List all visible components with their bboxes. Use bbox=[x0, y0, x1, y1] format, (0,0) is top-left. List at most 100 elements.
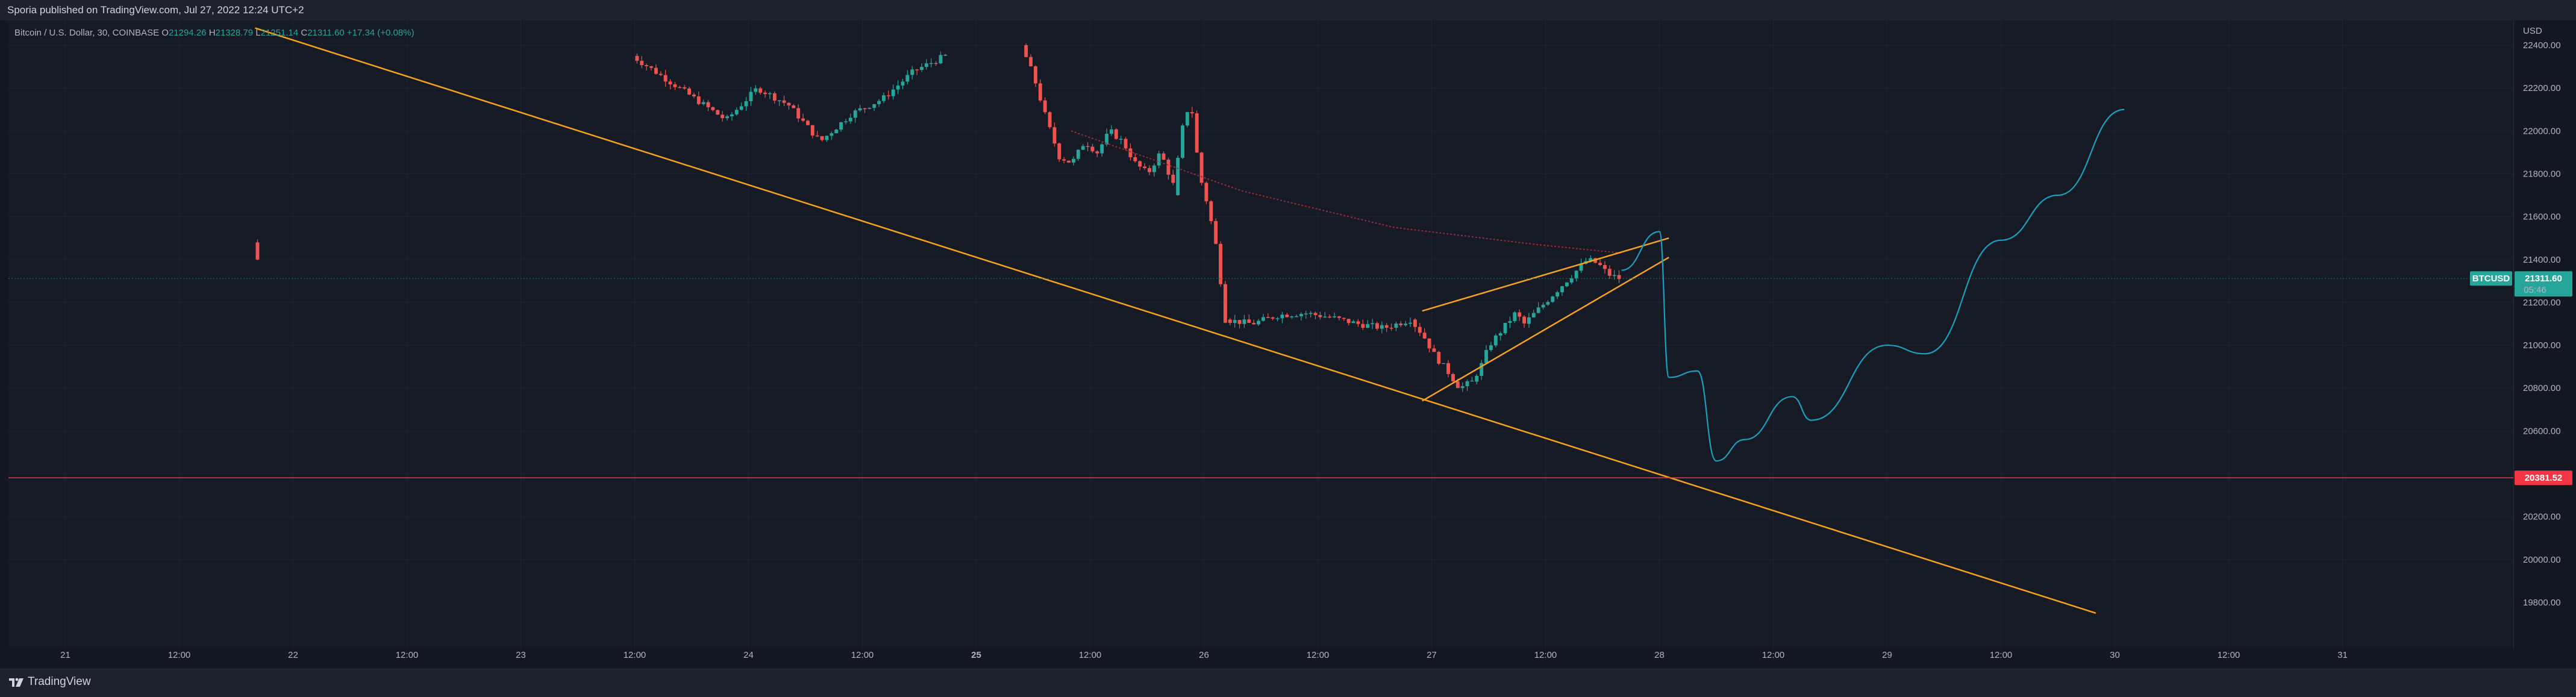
candle-body bbox=[1589, 258, 1593, 261]
candle-body bbox=[939, 55, 943, 64]
price-tick-label: 21200.00 bbox=[2523, 298, 2561, 308]
candle-body bbox=[1375, 323, 1379, 329]
candle-body bbox=[1313, 313, 1318, 316]
low-value: 21251.14 bbox=[260, 28, 299, 38]
candle-body bbox=[1555, 292, 1560, 297]
candle-body bbox=[1209, 201, 1213, 221]
candle-body bbox=[796, 108, 801, 119]
time-tick-label: 22 bbox=[288, 650, 298, 660]
candle-body bbox=[734, 110, 739, 114]
time-tick-label: 21 bbox=[60, 650, 70, 660]
candle-body bbox=[1460, 386, 1465, 389]
candle-body bbox=[1489, 345, 1493, 351]
publisher-line: Sporia published on TradingView.com, Jul… bbox=[7, 4, 304, 16]
candle-body bbox=[1290, 316, 1294, 317]
chart-svg[interactable]: 22400.00 22200.00 22000.00 21800.00 21600.00… bbox=[0, 0, 2576, 669]
time-tick-label: 27 bbox=[1427, 650, 1437, 660]
candle-body bbox=[1337, 316, 1341, 318]
candle-body bbox=[1361, 323, 1365, 328]
candle-body bbox=[1252, 323, 1256, 325]
candle-body bbox=[1186, 112, 1189, 126]
candle-body bbox=[1607, 269, 1612, 276]
candle-body bbox=[1247, 319, 1251, 323]
time-tick-label: 30 bbox=[2110, 650, 2120, 660]
candle-body bbox=[1052, 127, 1057, 144]
candle-body bbox=[1100, 144, 1104, 154]
wedge-upper-line bbox=[1422, 237, 1669, 312]
symbol-tag-badge bbox=[2470, 271, 2512, 286]
candle-body bbox=[1518, 312, 1522, 317]
candle-body bbox=[1418, 327, 1422, 333]
candle-body bbox=[877, 101, 881, 104]
candle-body bbox=[640, 60, 644, 66]
candle-body bbox=[1199, 152, 1204, 183]
candle-body bbox=[886, 95, 890, 96]
candle-body bbox=[1176, 157, 1180, 196]
time-tick-label: 12:00 bbox=[851, 650, 874, 660]
candle-body bbox=[1029, 57, 1033, 67]
candle-body bbox=[754, 88, 758, 92]
time-tick-label: 12:00 bbox=[1762, 650, 1785, 660]
open-value: 21294.26 bbox=[168, 28, 207, 38]
close-value: 21311.60 bbox=[307, 28, 345, 38]
price-tick-label: 20600.00 bbox=[2523, 426, 2561, 436]
close-label: C bbox=[301, 28, 308, 38]
candle-body bbox=[943, 54, 948, 56]
candle-body bbox=[1285, 314, 1289, 317]
candle-body bbox=[1617, 275, 1621, 280]
candle-body bbox=[1612, 275, 1616, 277]
candle-body bbox=[815, 135, 819, 137]
candle-body bbox=[1394, 323, 1398, 328]
candle-body bbox=[1266, 317, 1270, 319]
price-axis[interactable] bbox=[2513, 20, 2576, 649]
tradingview-logo-icon bbox=[9, 678, 23, 687]
level-badge bbox=[2515, 470, 2572, 486]
candle-body bbox=[1257, 320, 1260, 325]
chart-pane[interactable] bbox=[8, 20, 2513, 649]
candle-body bbox=[1366, 324, 1370, 328]
candle-body bbox=[1237, 320, 1242, 324]
candle-body bbox=[801, 118, 805, 121]
candle-body bbox=[1318, 315, 1322, 317]
candle-body bbox=[721, 114, 725, 119]
candle-body bbox=[687, 88, 691, 95]
candle-body bbox=[1560, 286, 1564, 293]
candle-body bbox=[1090, 146, 1095, 152]
candle-body bbox=[934, 63, 938, 64]
last-price-text: 21311.60 bbox=[2525, 273, 2562, 284]
time-tick-label: 26 bbox=[1199, 650, 1209, 660]
price-tick-label: 22400.00 bbox=[2523, 40, 2561, 51]
candle-body bbox=[1048, 112, 1052, 128]
candle-body bbox=[1072, 158, 1075, 163]
candle-body bbox=[905, 75, 910, 82]
candle-body bbox=[1138, 161, 1142, 167]
candle-body bbox=[706, 102, 710, 107]
candle-body bbox=[678, 87, 682, 89]
candle-body bbox=[1522, 316, 1526, 323]
candle-body bbox=[1304, 313, 1308, 315]
candle-body bbox=[1455, 381, 1460, 389]
candle-body bbox=[1105, 134, 1108, 145]
candle-body bbox=[1110, 129, 1113, 134]
candle-body bbox=[739, 106, 743, 110]
candle-body bbox=[716, 110, 720, 115]
candle-body bbox=[1551, 296, 1555, 302]
last-price-badge bbox=[2515, 271, 2572, 297]
price-tick-label: 21400.00 bbox=[2523, 255, 2561, 265]
time-tick-label: 31 bbox=[2337, 650, 2348, 660]
time-tick-label: 12:00 bbox=[624, 650, 646, 660]
candle-body bbox=[1498, 333, 1502, 336]
candle-body bbox=[901, 81, 905, 86]
candle-body bbox=[1157, 153, 1161, 166]
candle-body bbox=[1446, 363, 1450, 374]
candle-body bbox=[853, 110, 857, 118]
candle-body bbox=[1128, 148, 1133, 157]
candle-body bbox=[1356, 321, 1360, 324]
candle-body bbox=[1399, 323, 1403, 325]
candle-body bbox=[896, 85, 900, 90]
candle-body bbox=[749, 92, 753, 102]
candle-body bbox=[683, 87, 687, 89]
candle-body bbox=[782, 100, 786, 103]
candle-body bbox=[1161, 153, 1166, 160]
price-tick-label: 20800.00 bbox=[2523, 383, 2561, 393]
